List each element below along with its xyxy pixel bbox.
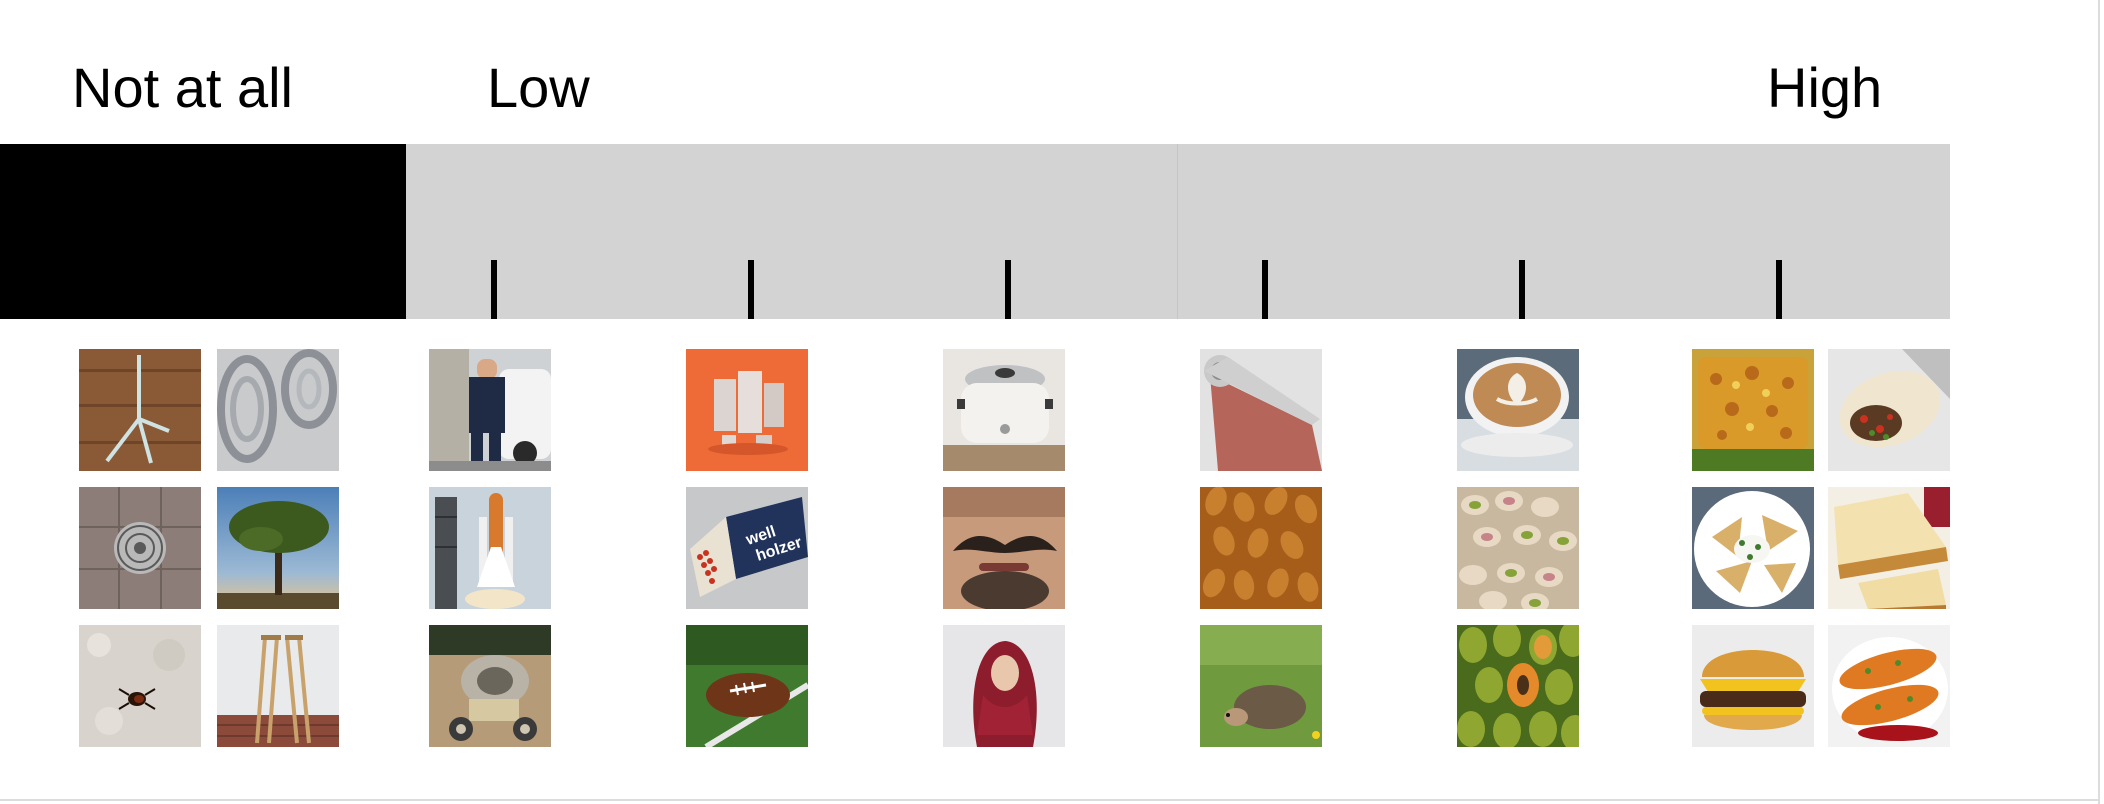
scale-tick-3[interactable] [1005,260,1011,319]
scale-tick-4[interactable] [1262,260,1268,319]
image-cement-mixer [429,625,551,747]
frame-bottom-border [0,799,2100,801]
image-matchbox: well holzer [686,487,808,609]
image-football [686,625,808,747]
scale-tick-1[interactable] [491,260,497,319]
label-high: High [1767,56,1883,119]
scale-tick-6[interactable] [1776,260,1782,319]
not-at-all-zone[interactable] [0,144,406,319]
scale-tick-2[interactable] [748,260,754,319]
image-crutches [217,625,339,747]
rating-slider-track[interactable] [0,144,1950,319]
image-mustache [943,487,1065,609]
image-wire-coils [217,349,339,471]
image-metal-stand [79,349,201,471]
image-pistachios [1457,487,1579,609]
image-lasagna [1692,349,1814,471]
image-cheeseburger [1692,625,1814,747]
image-floor-drain [79,487,201,609]
image-metal-cans [686,349,808,471]
image-tree [217,487,339,609]
frame-right-border [2098,0,2100,804]
image-hijab [943,625,1065,747]
image-sandpaper-roll [1200,349,1322,471]
image-hedgehog [1200,625,1322,747]
image-burrito [1828,349,1950,471]
image-mechanic-truck [429,349,551,471]
image-latte [1457,349,1579,471]
image-almonds [1200,487,1322,609]
label-low: Low [487,56,590,119]
image-enchiladas [1828,625,1950,747]
image-papayas [1457,625,1579,747]
image-tick-insect [79,625,201,747]
image-cheesecake [1828,487,1950,609]
label-not-at-all: Not at all [72,56,293,119]
image-slow-cooker [943,349,1065,471]
image-nachos [1692,487,1814,609]
image-space-shuttle [429,487,551,609]
scale-tick-5[interactable] [1519,260,1525,319]
midpoint-line [1177,144,1178,319]
